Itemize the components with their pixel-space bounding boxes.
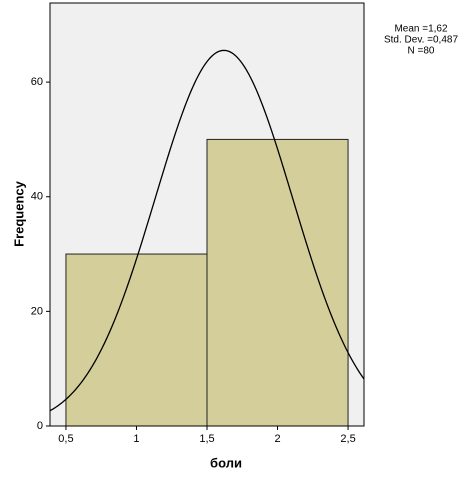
stat-mean: Mean =1,62 (394, 24, 448, 35)
y-tick-label: 60 (31, 76, 43, 88)
y-tick-label: 20 (31, 305, 43, 317)
y-axis-title: Frequency (11, 180, 26, 247)
bar (65, 253, 208, 427)
bar (206, 138, 349, 427)
stat-std: Std. Dev. =0,487 (384, 35, 458, 46)
y-tick-label: 0 (37, 420, 43, 432)
x-tick-label: 2,5 (340, 433, 355, 445)
x-tick-label: 0,5 (58, 433, 73, 445)
x-axis-title: боли (210, 455, 242, 470)
x-tick-label: 1,5 (199, 433, 214, 445)
x-tick-label: 2 (274, 433, 280, 445)
normal-curve (50, 49, 364, 412)
x-tick-label: 1 (133, 433, 139, 445)
stat-n: N =80 (408, 46, 435, 57)
y-tick-label: 40 (31, 191, 43, 203)
